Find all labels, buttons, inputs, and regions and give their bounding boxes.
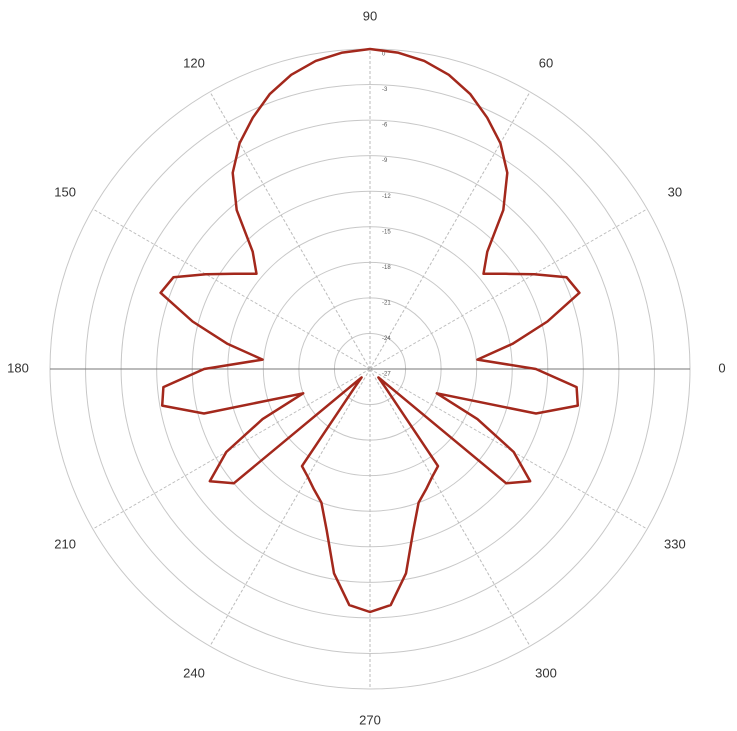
grid-spoke — [369, 208, 648, 370]
grid-spoke — [209, 368, 371, 647]
grid-spoke — [369, 368, 531, 647]
radial-tick-label: -15 — [382, 229, 391, 235]
angle-tick-label: 270 — [359, 712, 381, 727]
pattern-line — [159, 47, 581, 614]
grid-spoke — [209, 91, 371, 370]
angle-tick-label: 90 — [363, 8, 377, 23]
radial-tick-label: -6 — [382, 123, 388, 129]
angle-tick-label: 30 — [668, 184, 682, 199]
radial-tick-label: -3 — [382, 87, 388, 93]
grid-spoke — [92, 208, 371, 370]
angle-tick-label: 60 — [539, 56, 553, 71]
angle-tick-label: 120 — [183, 56, 205, 71]
angle-tick-label: 0 — [718, 360, 725, 375]
angle-tick-label: 210 — [54, 536, 76, 551]
radial-tick-label: 0 — [382, 52, 386, 58]
radial-tick-label: -21 — [382, 300, 391, 306]
angle-tick-label: 240 — [183, 665, 205, 680]
radial-tick-label: -27 — [382, 372, 391, 378]
angle-tick-label: 330 — [664, 536, 686, 551]
radial-tick-label: -12 — [382, 194, 391, 200]
radial-tick-label: -18 — [382, 265, 391, 271]
grid-spoke — [369, 91, 531, 370]
radial-tick-label: -24 — [382, 336, 391, 342]
angle-tick-label: 150 — [54, 184, 76, 199]
angle-tick-label: 300 — [535, 665, 557, 680]
angle-tick-label: 180 — [7, 360, 29, 375]
radial-tick-label: -9 — [382, 158, 388, 164]
